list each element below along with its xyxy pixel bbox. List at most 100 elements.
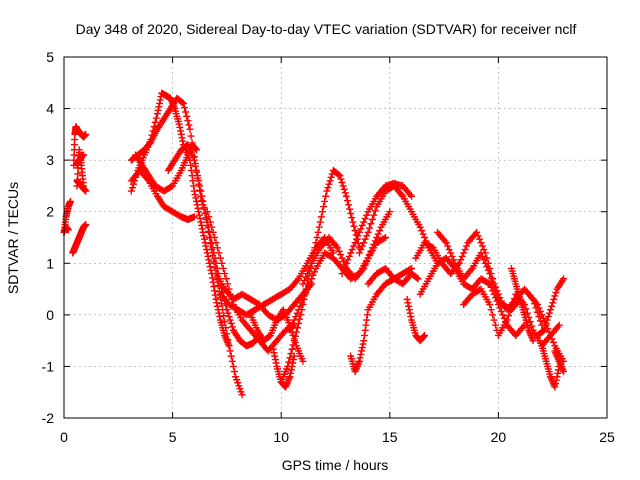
data-point <box>403 295 411 303</box>
data-point <box>181 104 189 112</box>
data-point <box>207 240 215 248</box>
data-point <box>289 319 297 327</box>
data-point <box>321 197 329 205</box>
data-point <box>316 218 324 226</box>
data-point <box>182 108 190 116</box>
data-point <box>199 228 207 236</box>
data-point <box>303 270 311 278</box>
data-point <box>374 230 382 238</box>
data-point <box>457 256 465 264</box>
data-point <box>355 357 363 365</box>
data-point <box>215 309 223 317</box>
data-point <box>406 265 414 273</box>
data-point <box>492 321 500 329</box>
data-point <box>490 282 498 290</box>
data-point <box>351 239 359 247</box>
data-point <box>458 252 466 260</box>
series-track-33 <box>538 342 563 391</box>
data-point <box>74 170 82 178</box>
data-point <box>206 218 214 226</box>
data-point <box>222 324 230 332</box>
data-point <box>420 332 428 340</box>
data-point <box>203 208 211 216</box>
series-track-34 <box>551 347 568 376</box>
data-point <box>538 311 546 319</box>
chart-title: Day 348 of 2020, Sidereal Day-to-day VTE… <box>76 21 577 37</box>
data-point <box>360 337 368 345</box>
data-point <box>444 242 452 250</box>
data-point <box>297 311 305 319</box>
data-point <box>269 342 277 350</box>
x-tick-label: 15 <box>382 429 398 445</box>
data-point <box>539 314 547 322</box>
data-point <box>405 302 413 310</box>
data-point <box>211 287 219 295</box>
data-point <box>416 223 424 231</box>
data-point <box>218 259 226 267</box>
data-point <box>313 234 321 241</box>
data-point <box>80 151 88 159</box>
data-point <box>487 274 495 282</box>
series-track-31 <box>525 290 568 365</box>
data-point <box>463 242 471 250</box>
data-point <box>195 180 203 188</box>
data-point <box>315 223 323 231</box>
data-point <box>300 276 308 284</box>
data-point <box>306 263 314 271</box>
data-point <box>215 249 223 257</box>
data-point <box>370 240 378 248</box>
data-point <box>225 313 233 321</box>
data-point <box>224 309 232 317</box>
plot-frame <box>63 56 608 419</box>
data-point <box>223 306 231 314</box>
data-point <box>176 123 184 131</box>
data-point <box>178 134 186 142</box>
data-point <box>197 218 205 226</box>
data-point <box>550 295 558 303</box>
data-point <box>381 234 389 241</box>
data-point <box>447 249 455 257</box>
data-point <box>320 203 328 211</box>
data-point <box>361 326 369 334</box>
data-point <box>347 249 355 257</box>
data-point <box>418 227 426 235</box>
data-point <box>487 306 495 314</box>
data-point <box>540 326 548 334</box>
data-point <box>212 239 220 247</box>
data-point <box>560 368 568 376</box>
data-point <box>206 259 214 267</box>
data-point <box>358 221 366 229</box>
y-axis-label: SDTVAR / TECUs <box>5 182 21 294</box>
data-point <box>229 362 237 370</box>
data-point <box>367 247 375 255</box>
data-point <box>354 240 362 248</box>
data-point <box>231 368 239 376</box>
tick-labels: 0 5 10 15 20 25 -2 -1 0 1 2 3 4 5 <box>42 49 615 445</box>
series-track-10 <box>127 166 198 223</box>
data-point <box>223 330 231 338</box>
data-point <box>213 244 221 252</box>
data-point <box>347 209 355 217</box>
x-tick-label: 10 <box>273 429 289 445</box>
data-point <box>303 285 311 293</box>
data-point <box>206 263 214 271</box>
data-point <box>284 362 292 370</box>
data-point <box>499 311 507 319</box>
data-point <box>183 112 191 120</box>
data-point <box>336 172 344 180</box>
series-track-3 <box>70 123 90 169</box>
data-point <box>339 266 347 274</box>
data-point <box>509 299 517 307</box>
data-point <box>359 340 367 348</box>
data-point <box>360 264 368 272</box>
data-point <box>238 391 246 399</box>
data-point <box>212 295 220 303</box>
data-point <box>194 174 202 182</box>
data-point <box>486 270 494 278</box>
data-point <box>286 354 294 362</box>
data-point <box>192 145 200 153</box>
data-point <box>318 208 326 216</box>
data-point <box>225 342 233 350</box>
y-tick-label: 2 <box>46 204 54 220</box>
